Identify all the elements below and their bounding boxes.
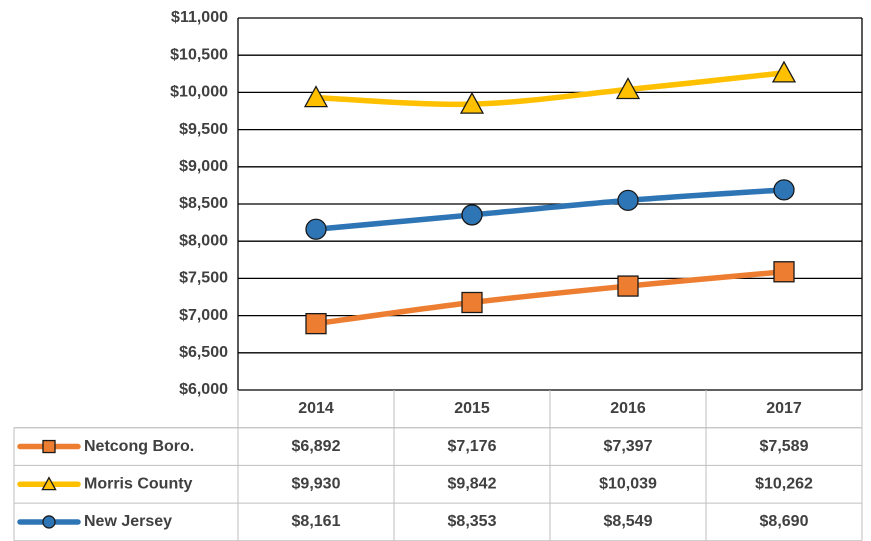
marker bbox=[615, 77, 641, 100]
marker bbox=[617, 189, 639, 212]
table-value: $7,397 bbox=[604, 438, 653, 455]
marker bbox=[461, 291, 483, 314]
series-line bbox=[313, 187, 787, 232]
series-line bbox=[313, 70, 787, 108]
table-value: $8,161 bbox=[292, 513, 341, 530]
y-tick-label: $9,500 bbox=[179, 121, 228, 138]
marker bbox=[461, 204, 483, 226]
y-tick-label: $8,500 bbox=[179, 195, 228, 212]
x-tick-label: 2015 bbox=[454, 400, 490, 417]
marker bbox=[773, 261, 795, 283]
marker bbox=[303, 85, 329, 108]
legend-label: New Jersey bbox=[84, 513, 172, 530]
y-tick-label: $6,000 bbox=[179, 381, 228, 398]
legend-marker bbox=[41, 476, 57, 491]
legend-marker bbox=[42, 439, 56, 454]
y-tick-label: $10,500 bbox=[170, 46, 228, 63]
x-tick-label: 2017 bbox=[766, 400, 802, 417]
marker bbox=[771, 60, 797, 83]
table-value: $9,930 bbox=[292, 475, 341, 492]
table-value: $7,176 bbox=[448, 438, 497, 455]
marker bbox=[617, 275, 639, 297]
y-tick-label: $10,000 bbox=[170, 84, 228, 101]
table-value: $10,039 bbox=[599, 475, 657, 492]
table-value: $8,353 bbox=[448, 513, 497, 530]
marker bbox=[305, 218, 327, 240]
x-tick-label: 2016 bbox=[610, 400, 646, 417]
y-tick-label: $7,500 bbox=[179, 270, 228, 287]
legend-label: Morris County bbox=[84, 475, 193, 492]
y-tick-label: $7,000 bbox=[179, 307, 228, 324]
y-tick-label: $9,000 bbox=[179, 158, 228, 175]
table-value: $8,690 bbox=[760, 513, 809, 530]
table-value: $8,549 bbox=[604, 513, 653, 530]
series-line bbox=[313, 269, 787, 327]
table-value: $10,262 bbox=[755, 475, 813, 492]
legend-label: Netcong Boro. bbox=[84, 438, 194, 455]
marker bbox=[305, 312, 327, 335]
legend-marker bbox=[42, 515, 56, 529]
y-tick-label: $11,000 bbox=[171, 9, 228, 26]
table-value: $9,842 bbox=[448, 475, 497, 492]
marker bbox=[459, 91, 485, 114]
y-tick-label: $8,000 bbox=[179, 232, 228, 249]
x-tick-label: 2014 bbox=[298, 400, 334, 417]
table-value: $6,892 bbox=[292, 438, 341, 455]
marker bbox=[773, 179, 795, 201]
table-value: $7,589 bbox=[760, 438, 809, 455]
y-tick-label: $6,500 bbox=[179, 344, 228, 361]
